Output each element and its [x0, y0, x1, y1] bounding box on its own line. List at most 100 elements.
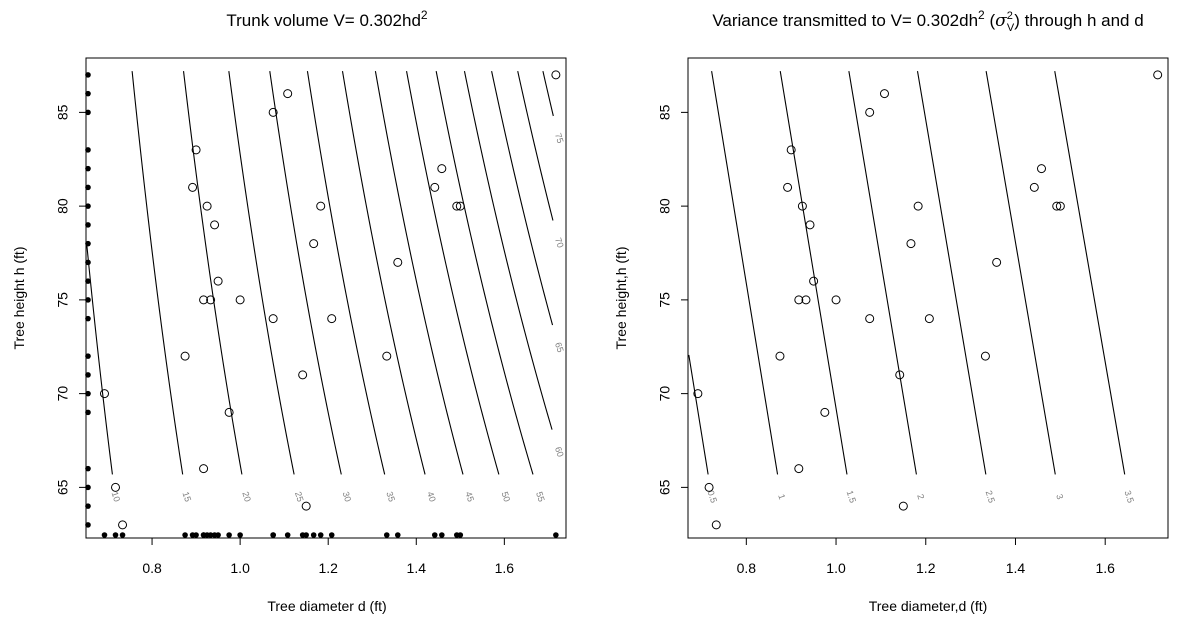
left-contour-label: 25	[293, 490, 306, 503]
left-rug-mark-y	[85, 484, 91, 491]
left-rug-mark-x	[310, 532, 317, 538]
left-data-point	[316, 201, 326, 211]
left-y-tick-label: 75	[55, 292, 71, 308]
left-data-point	[199, 464, 209, 474]
left-contour-label: 50	[500, 490, 513, 503]
left-data-point	[188, 182, 198, 192]
left-contour-line	[341, 71, 426, 475]
left-rug-mark-x	[112, 532, 119, 538]
left-rug-mark-y	[85, 259, 91, 266]
left-rug-mark-x	[553, 532, 559, 538]
right-x-tick-label: 1.0	[826, 560, 846, 576]
left-contour-label: 65	[553, 341, 566, 354]
right-contour-line	[985, 71, 1056, 475]
left-rug-mark-x	[394, 532, 401, 538]
left-y-tick-label: 70	[55, 386, 71, 402]
left-x-tick-label: 1.4	[407, 560, 427, 576]
left-rug-mark-y	[85, 203, 91, 209]
left-data-point	[382, 351, 392, 361]
left-rug-mark-x	[270, 532, 276, 538]
right-data-point	[711, 520, 721, 530]
right-x-tick-label: 1.2	[916, 560, 936, 576]
left-rug-mark-x	[383, 532, 390, 538]
right-x-tick-label: 1.6	[1095, 560, 1115, 576]
left-data-point	[235, 295, 245, 305]
right-data-point	[805, 220, 815, 230]
left-points	[99, 70, 561, 530]
right-data-point	[865, 107, 875, 117]
right-data-point	[794, 464, 804, 474]
right-data-point	[704, 482, 714, 492]
left-rug-mark-x	[237, 532, 243, 538]
left-contour-label: 15	[181, 490, 194, 503]
right-data-point	[895, 370, 905, 380]
left-data-point	[224, 407, 234, 417]
left-data-point	[327, 314, 337, 324]
left-data-point	[99, 389, 109, 399]
right-contour-label: 1.5	[845, 489, 858, 504]
left-rug-mark-x	[182, 532, 188, 538]
left-data-point	[191, 145, 201, 155]
left-title: Trunk volume V= 0.302hd2	[226, 8, 428, 30]
left-rug-mark-y	[85, 90, 91, 97]
right-x-axis: 0.8 1.0 1.2 1.4 1.6	[737, 537, 1115, 576]
right-data-point	[831, 295, 841, 305]
left-data-point	[301, 501, 311, 511]
left-rug-mark-y	[85, 297, 91, 303]
left-contour-label: 30	[341, 490, 354, 503]
right-data-point	[865, 314, 875, 324]
left-rug-mark-x	[439, 532, 445, 538]
left-contour-line	[269, 71, 342, 475]
right-data-point	[1029, 182, 1039, 192]
left-data-point	[455, 201, 465, 211]
right-y-tick-label: 80	[657, 198, 673, 214]
left-contour-label: 35	[384, 490, 397, 503]
left-contour-label: 75	[553, 132, 566, 145]
right-contour-line	[1054, 71, 1126, 475]
right-contour-label: 1	[776, 493, 787, 501]
left-contour-line	[542, 71, 554, 117]
left-rug-mark-y	[85, 522, 91, 528]
left-contour-line	[374, 71, 464, 475]
left-x-axis: 0.8 1.0 1.2 1.4 1.6	[142, 537, 514, 576]
right-data-point	[980, 351, 990, 361]
left-rug-mark-y	[85, 222, 91, 228]
left-y-axis-label: Tree height h (ft)	[11, 247, 27, 350]
left-data-point	[213, 276, 223, 286]
left-contour-label: 20	[240, 490, 253, 503]
right-contour-label: 2	[915, 493, 926, 501]
left-rug-mark-x	[317, 532, 324, 538]
left-contour-line	[463, 71, 553, 430]
right-x-tick-label: 0.8	[737, 560, 757, 576]
left-rug-mark-x	[215, 532, 221, 538]
left-contour-line	[182, 71, 243, 475]
right-contour-label: 3.5	[1123, 489, 1136, 504]
left-data-point	[180, 351, 190, 361]
right-data-point	[775, 351, 785, 361]
right-data-point	[1052, 201, 1062, 211]
left-data-point	[551, 70, 561, 80]
right-contour-lines: 0.5 1 1.5 2 2.5 3 3.5	[688, 71, 1136, 504]
left-rug-mark-y	[85, 315, 91, 322]
right-x-axis-label: Tree diameter,d (ft)	[869, 598, 988, 614]
left-rug-mark-x	[431, 532, 438, 538]
right-y-tick-label: 70	[657, 386, 673, 402]
right-data-point	[693, 389, 703, 399]
left-y-axis: 65 70 75 80 85	[55, 104, 87, 495]
left-rug-mark-y	[85, 109, 91, 116]
left-data-point	[430, 182, 440, 192]
left-rug-mark-y	[85, 503, 91, 509]
left-rug-mark-x	[284, 532, 291, 538]
left-contour-line	[86, 242, 113, 475]
left-rug-mark-y	[85, 353, 91, 359]
left-contour-line	[306, 71, 386, 475]
right-data-point	[1036, 164, 1046, 174]
right-data-point	[797, 201, 807, 211]
left-rug-marks	[85, 72, 559, 538]
right-contour-line	[779, 71, 848, 475]
left-panel: Trunk volume V= 0.302hd2 10 15 20 25 30 35 40 4…	[11, 8, 567, 614]
right-data-point	[820, 407, 830, 417]
left-rug-mark-x	[207, 532, 214, 538]
left-contour-label: 55	[534, 490, 547, 503]
right-contour-line	[688, 354, 709, 475]
